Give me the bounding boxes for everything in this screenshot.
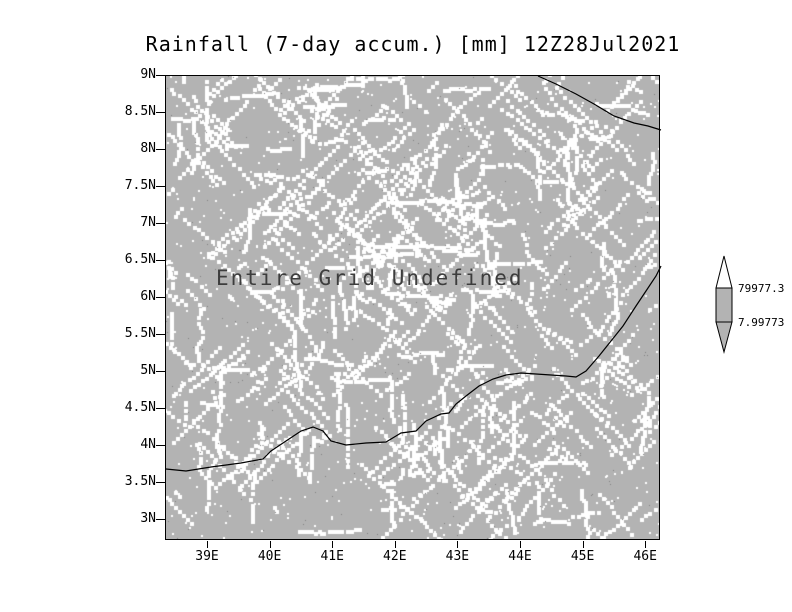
- y-axis-label: 7.5N: [124, 178, 156, 193]
- map-plot-area: Entire Grid Undefined: [165, 75, 662, 540]
- y-axis-tick: [156, 371, 165, 372]
- y-axis-tick: [156, 112, 165, 113]
- x-axis-label: 44E: [508, 549, 532, 564]
- colorbar: 79977.3 7.99773: [715, 255, 784, 354]
- x-axis-label: 46E: [633, 549, 657, 564]
- x-axis-label: 40E: [257, 549, 282, 564]
- x-axis-label: 45E: [570, 549, 595, 564]
- x-axis-label: 43E: [445, 549, 470, 564]
- colorbar-label-upper: 79977.3: [738, 282, 784, 295]
- x-axis-tick: [645, 541, 646, 548]
- x-axis-tick: [583, 541, 584, 548]
- y-axis-label: 4N: [140, 437, 156, 452]
- x-axis-tick: [520, 541, 521, 548]
- y-axis-label: 7N: [140, 215, 156, 230]
- y-axis-label: 8.5N: [124, 104, 156, 119]
- x-axis-label: 41E: [320, 549, 344, 564]
- x-axis-tick: [457, 541, 458, 548]
- y-axis-tick: [156, 149, 165, 150]
- y-axis-tick: [156, 519, 165, 520]
- y-axis-tick: [156, 445, 165, 446]
- y-axis-label: 6.5N: [124, 252, 156, 267]
- y-axis-label: 9N: [140, 67, 156, 82]
- y-axis-tick: [156, 408, 165, 409]
- y-axis-label: 5.5N: [124, 326, 156, 341]
- y-axis-tick: [156, 75, 165, 76]
- y-axis-tick: [156, 334, 165, 335]
- y-axis-tick: [156, 186, 165, 187]
- x-axis-tick: [332, 541, 333, 548]
- colorbar-arrow-down: [715, 321, 733, 354]
- coastline-layer: [165, 75, 662, 472]
- y-axis-label: 5N: [140, 363, 156, 378]
- y-axis-label: 6N: [140, 289, 156, 304]
- colorbar-arrow-up: [715, 255, 733, 289]
- x-axis-tick: [270, 541, 271, 548]
- x-axis-label: 42E: [383, 549, 407, 564]
- y-axis-tick: [156, 223, 165, 224]
- y-axis-tick: [156, 482, 165, 483]
- colorbar-box: [715, 287, 733, 323]
- y-axis-tick: [156, 260, 165, 261]
- y-axis-label: 3.5N: [124, 474, 156, 489]
- grid-undefined-message: Entire Grid Undefined: [216, 266, 524, 290]
- x-axis-tick: [207, 541, 208, 548]
- y-axis-label: 4.5N: [124, 400, 156, 415]
- x-axis-tick: [395, 541, 396, 548]
- x-axis-label: 39E: [195, 549, 219, 564]
- chart-title: Rainfall (7-day accum.) [mm] 12Z28Jul202…: [145, 32, 681, 56]
- colorbar-label-lower: 7.99773: [738, 316, 784, 329]
- y-axis-label: 3N: [140, 511, 156, 526]
- coastline: [537, 75, 662, 131]
- y-axis-tick: [156, 297, 165, 298]
- coastline: [165, 265, 662, 472]
- y-axis-label: 8N: [140, 141, 156, 156]
